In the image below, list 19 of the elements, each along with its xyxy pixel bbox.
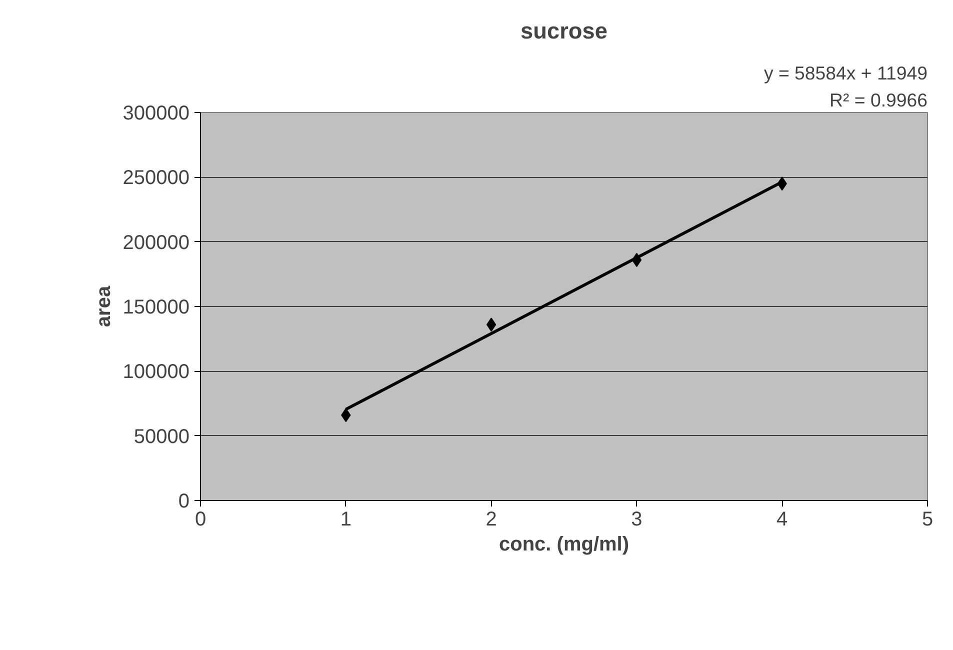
y-tick-label: 150000 — [122, 296, 190, 318]
y-tick-label: 50000 — [134, 426, 190, 448]
y-axis-title: area — [92, 285, 115, 328]
text: y = 58584x + 11949 — [764, 62, 928, 84]
text: R² = 0.9966 — [829, 90, 928, 110]
y-tick-label: 200000 — [122, 232, 190, 254]
x-tick-label: 2 — [486, 508, 497, 530]
x-tick-label: 5 — [922, 508, 934, 530]
y-tick-label: 250000 — [122, 167, 190, 190]
x-axis-title: conc. (mg/ml) — [498, 534, 630, 556]
y-tick-label: 100000 — [122, 361, 190, 384]
x-tick-label: 3 — [631, 508, 642, 530]
chart-title: sucrose — [520, 18, 608, 44]
y-tick-label: 300000 — [122, 102, 190, 124]
x-tick-label: 0 — [194, 508, 206, 530]
y-tick-label: 0 — [178, 490, 190, 512]
point — [486, 318, 496, 332]
x-tick-label: 4 — [776, 508, 788, 530]
x-tick-label: 1 — [340, 508, 352, 530]
